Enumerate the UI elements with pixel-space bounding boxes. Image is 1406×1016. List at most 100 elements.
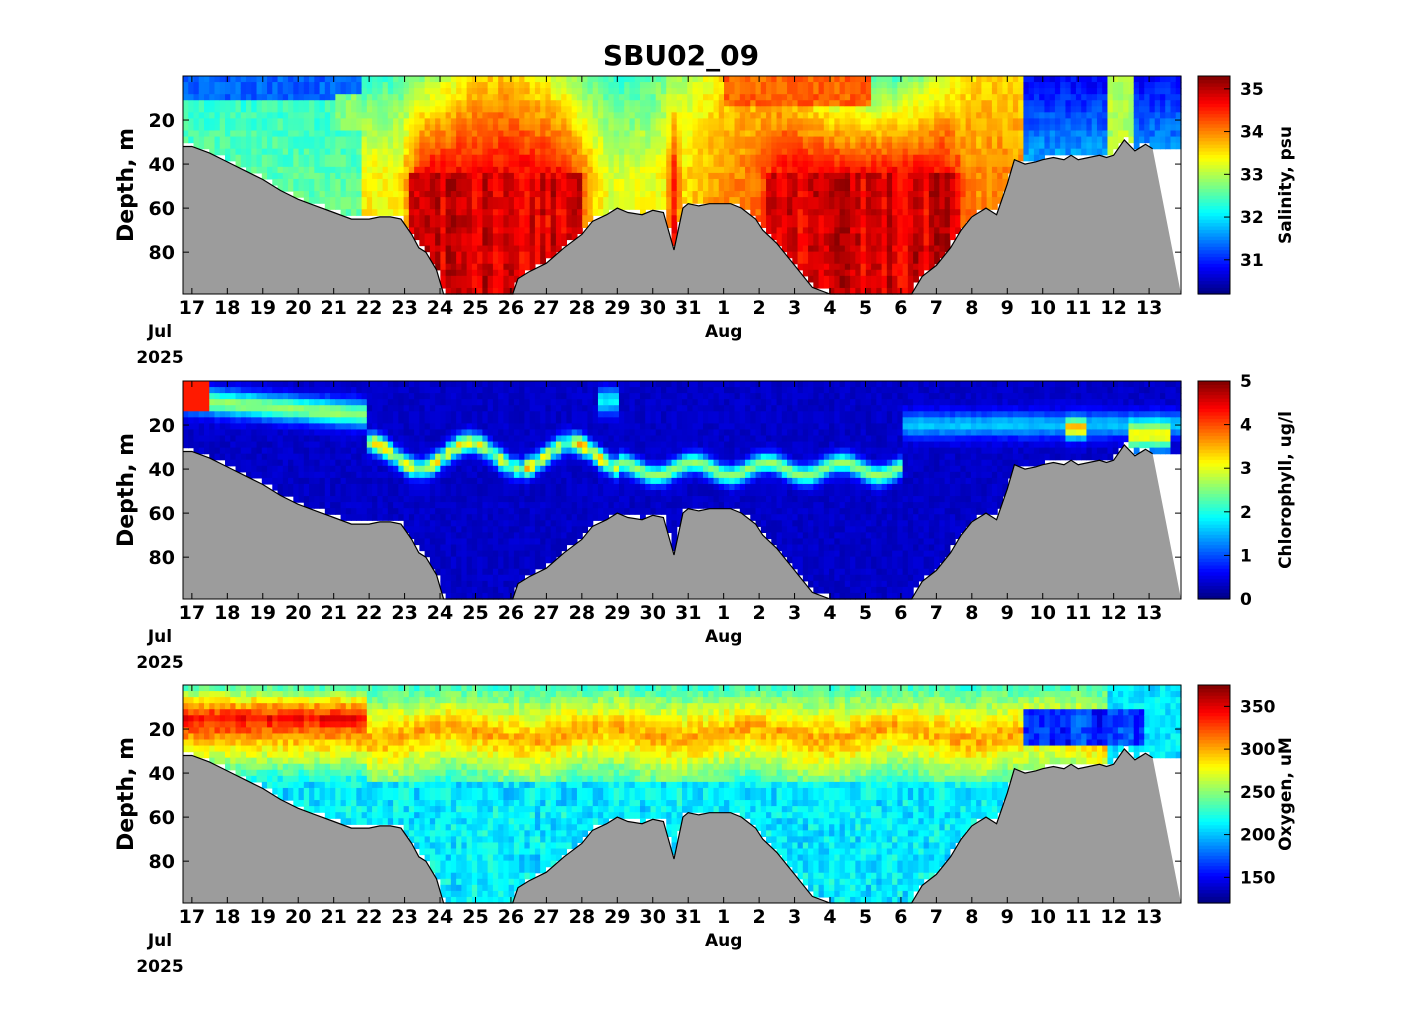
heatmap-cell bbox=[535, 94, 541, 101]
heatmap-cell bbox=[892, 76, 898, 83]
heatmap-cell bbox=[577, 203, 583, 210]
heatmap-cell bbox=[766, 203, 772, 210]
heatmap-cell bbox=[1065, 137, 1071, 144]
heatmap-cell bbox=[708, 197, 714, 204]
heatmap-cell bbox=[346, 191, 352, 198]
heatmap-cell bbox=[209, 124, 215, 131]
heatmap-cell bbox=[262, 448, 268, 455]
heatmap-cell bbox=[761, 106, 767, 113]
heatmap-cell bbox=[913, 258, 919, 265]
heatmap-cell bbox=[257, 161, 263, 168]
heatmap-cell bbox=[519, 215, 525, 222]
heatmap-cell bbox=[987, 155, 993, 162]
heatmap-cell bbox=[666, 112, 672, 119]
heatmap-cell bbox=[950, 137, 956, 144]
heatmap-cell bbox=[220, 405, 226, 412]
heatmap-cell bbox=[976, 161, 982, 168]
heatmap-cell bbox=[351, 124, 357, 131]
heatmap-cell bbox=[472, 227, 478, 234]
heatmap-cell bbox=[740, 100, 746, 107]
heatmap-cell bbox=[850, 161, 856, 168]
heatmap-cell bbox=[225, 76, 231, 83]
heatmap-cell bbox=[882, 185, 888, 192]
heatmap-cell bbox=[918, 203, 924, 210]
heatmap-cell bbox=[1065, 82, 1071, 89]
heatmap-cell bbox=[708, 161, 714, 168]
heatmap-cell bbox=[477, 264, 483, 271]
heatmap-cell bbox=[677, 82, 683, 89]
heatmap-cell bbox=[362, 185, 368, 192]
heatmap-cell bbox=[267, 405, 273, 412]
heatmap-cell bbox=[855, 155, 861, 162]
heatmap-cell bbox=[971, 137, 977, 144]
heatmap-cell bbox=[409, 124, 415, 131]
heatmap-cell bbox=[188, 411, 194, 418]
heatmap-cell bbox=[572, 137, 578, 144]
heatmap-cell bbox=[997, 76, 1003, 83]
heatmap-cell bbox=[876, 197, 882, 204]
heatmap-cell bbox=[572, 88, 578, 95]
heatmap-cell bbox=[650, 197, 656, 204]
heatmap-cell bbox=[283, 484, 289, 491]
heatmap-cell bbox=[241, 399, 247, 406]
heatmap-cell bbox=[939, 106, 945, 113]
heatmap-cell bbox=[440, 227, 446, 234]
heatmap-cell bbox=[1044, 100, 1050, 107]
heatmap-cell bbox=[1044, 88, 1050, 95]
heatmap-cell bbox=[1029, 88, 1035, 95]
heatmap-cell bbox=[272, 472, 278, 479]
heatmap-cell bbox=[356, 185, 362, 192]
heatmap-cell bbox=[230, 460, 236, 467]
heatmap-cell bbox=[871, 258, 877, 265]
heatmap-cell bbox=[619, 149, 625, 156]
heatmap-cell bbox=[325, 191, 331, 198]
heatmap-cell bbox=[918, 246, 924, 253]
heatmap-cell bbox=[1008, 112, 1014, 119]
heatmap-cell bbox=[787, 191, 793, 198]
heatmap-cell bbox=[330, 100, 336, 107]
heatmap-cell bbox=[467, 118, 473, 125]
heatmap-cell bbox=[855, 100, 861, 107]
heatmap-cell bbox=[404, 137, 410, 144]
heatmap-cell bbox=[524, 161, 530, 168]
heatmap-cell bbox=[866, 124, 872, 131]
heatmap-cell bbox=[703, 137, 709, 144]
heatmap-cell bbox=[220, 100, 226, 107]
heatmap-cell bbox=[356, 173, 362, 180]
heatmap-cell bbox=[834, 161, 840, 168]
heatmap-cell bbox=[246, 149, 252, 156]
heatmap-cell bbox=[976, 197, 982, 204]
heatmap-cell bbox=[756, 179, 762, 186]
heatmap-cell bbox=[299, 191, 305, 198]
heatmap-cell bbox=[540, 88, 546, 95]
heatmap-cell bbox=[278, 88, 284, 95]
heatmap-cell bbox=[351, 185, 357, 192]
heatmap-cell bbox=[556, 124, 562, 131]
x-tick-label: 5 bbox=[859, 297, 872, 319]
heatmap-cell bbox=[540, 76, 546, 83]
heatmap-cell bbox=[782, 221, 788, 228]
heatmap-cell bbox=[461, 264, 467, 271]
heatmap-cell bbox=[619, 88, 625, 95]
heatmap-cell bbox=[278, 137, 284, 144]
heatmap-cell bbox=[803, 233, 809, 240]
heatmap-cell bbox=[540, 191, 546, 198]
heatmap-cell bbox=[782, 88, 788, 95]
heatmap-cell bbox=[503, 131, 509, 138]
heatmap-cell bbox=[519, 124, 525, 131]
heatmap-cell bbox=[561, 76, 567, 83]
heatmap-cell bbox=[304, 131, 310, 138]
heatmap-cell bbox=[446, 167, 452, 174]
heatmap-cell bbox=[278, 466, 284, 473]
heatmap-cell bbox=[341, 88, 347, 95]
heatmap-cell bbox=[808, 233, 814, 240]
heatmap-cell bbox=[566, 88, 572, 95]
heatmap-cell bbox=[1155, 100, 1161, 107]
heatmap-cell bbox=[908, 276, 914, 283]
heatmap-cell bbox=[792, 252, 798, 259]
heatmap-cell bbox=[892, 252, 898, 259]
heatmap-cell bbox=[750, 94, 756, 101]
heatmap-cell bbox=[640, 173, 646, 180]
heatmap-cell bbox=[934, 167, 940, 174]
heatmap-cell bbox=[283, 381, 289, 388]
